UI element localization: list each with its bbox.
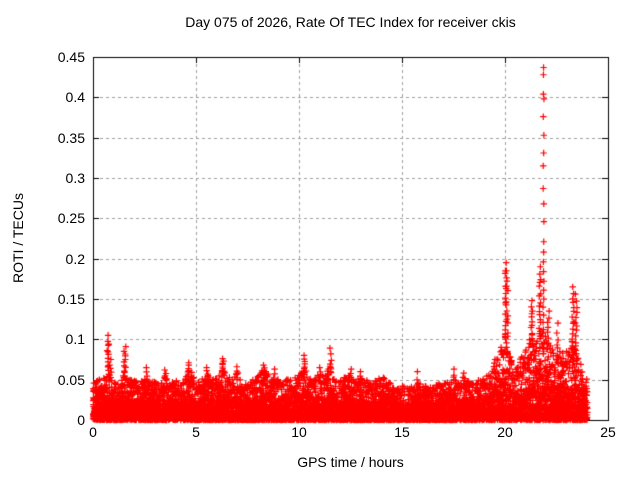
x-tick-label: 25 xyxy=(600,424,616,440)
x-tick-label: 5 xyxy=(192,424,200,440)
y-tick-label: 0.05 xyxy=(57,371,85,388)
y-tick-label: 0 xyxy=(77,412,85,428)
y-tick-label: 0.3 xyxy=(65,170,85,186)
x-tick-label: 15 xyxy=(394,424,410,440)
y-axis-title: ROTI / TECUs xyxy=(10,193,26,283)
chart-title: Day 075 of 2026, Rate Of TEC Index for r… xyxy=(185,14,516,30)
y-tick-label: 0.2 xyxy=(65,250,85,267)
y-tick-label: 0.45 xyxy=(57,49,85,65)
x-tick-label: 20 xyxy=(497,424,513,440)
y-tick-label: 0.4 xyxy=(65,89,85,106)
x-tick-label: 10 xyxy=(291,424,307,440)
x-tick-label: 0 xyxy=(89,424,97,440)
y-tick-label: 0.25 xyxy=(57,210,85,227)
y-tick-label: 0.1 xyxy=(65,331,85,348)
y-tick-label: 0.35 xyxy=(57,129,85,146)
x-axis-title: GPS time / hours xyxy=(297,454,404,470)
y-tick-label: 0.15 xyxy=(57,291,85,307)
